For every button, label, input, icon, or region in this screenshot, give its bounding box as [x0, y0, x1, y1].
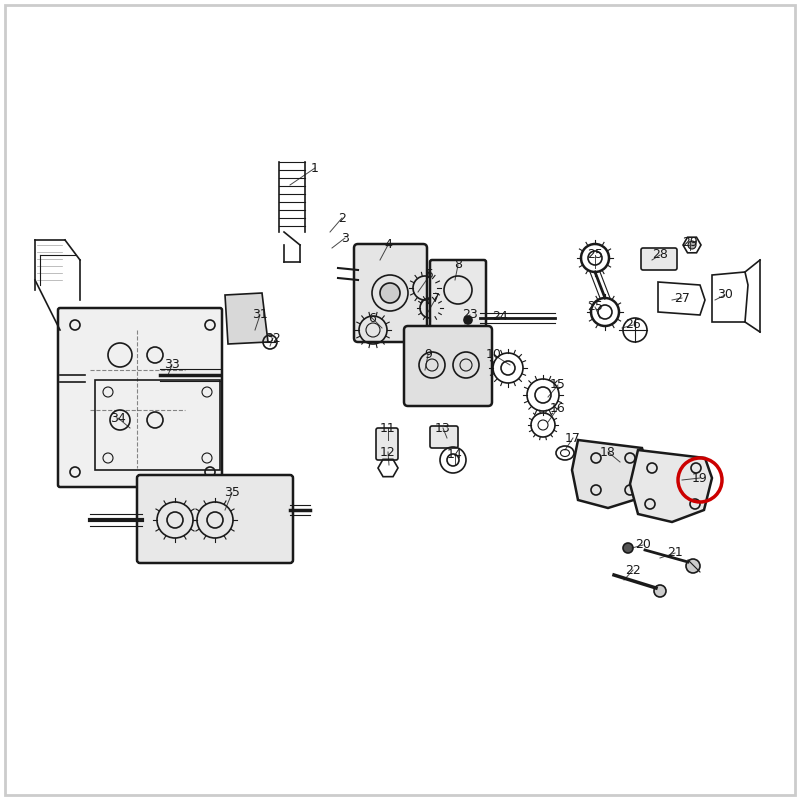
Text: 9: 9 [424, 349, 432, 362]
Text: 34: 34 [110, 411, 126, 425]
Polygon shape [225, 293, 268, 344]
FancyBboxPatch shape [137, 475, 293, 563]
Circle shape [654, 585, 666, 597]
Text: 14: 14 [447, 449, 463, 462]
Text: 11: 11 [380, 422, 396, 434]
Text: 3: 3 [341, 231, 349, 245]
Text: 24: 24 [492, 310, 508, 323]
Text: 19: 19 [692, 471, 708, 485]
Text: 4: 4 [384, 238, 392, 251]
Text: 1: 1 [311, 162, 319, 174]
Text: 31: 31 [252, 309, 268, 322]
Circle shape [623, 543, 633, 553]
Text: 23: 23 [462, 309, 478, 322]
Circle shape [688, 241, 696, 249]
Circle shape [686, 559, 700, 573]
Text: 22: 22 [625, 563, 641, 577]
Text: 26: 26 [625, 318, 641, 331]
Text: 2: 2 [338, 211, 346, 225]
Text: 18: 18 [600, 446, 616, 458]
Text: 25: 25 [587, 301, 603, 314]
Text: 27: 27 [674, 291, 690, 305]
FancyBboxPatch shape [641, 248, 677, 270]
Text: 17: 17 [565, 431, 581, 445]
FancyBboxPatch shape [430, 426, 458, 448]
Text: 6: 6 [368, 311, 376, 325]
FancyBboxPatch shape [354, 244, 427, 342]
FancyBboxPatch shape [376, 428, 398, 460]
Text: 25: 25 [587, 249, 603, 262]
Text: 10: 10 [486, 349, 502, 362]
Polygon shape [572, 440, 648, 508]
Text: 35: 35 [224, 486, 240, 499]
Text: 28: 28 [652, 249, 668, 262]
FancyBboxPatch shape [430, 260, 486, 359]
Text: 29: 29 [682, 235, 698, 249]
Text: 7: 7 [432, 291, 440, 305]
FancyBboxPatch shape [58, 308, 222, 487]
FancyBboxPatch shape [404, 326, 492, 406]
Circle shape [464, 316, 472, 324]
Text: 30: 30 [717, 289, 733, 302]
Text: 5: 5 [426, 269, 434, 282]
Text: 32: 32 [265, 331, 281, 345]
Text: 15: 15 [550, 378, 566, 391]
Text: 20: 20 [635, 538, 651, 551]
Text: 16: 16 [550, 402, 566, 414]
Text: 8: 8 [454, 258, 462, 271]
Text: 13: 13 [435, 422, 451, 434]
Polygon shape [630, 450, 712, 522]
Text: 33: 33 [164, 358, 180, 371]
Text: 21: 21 [667, 546, 683, 559]
Circle shape [380, 283, 400, 303]
Text: 12: 12 [380, 446, 396, 458]
